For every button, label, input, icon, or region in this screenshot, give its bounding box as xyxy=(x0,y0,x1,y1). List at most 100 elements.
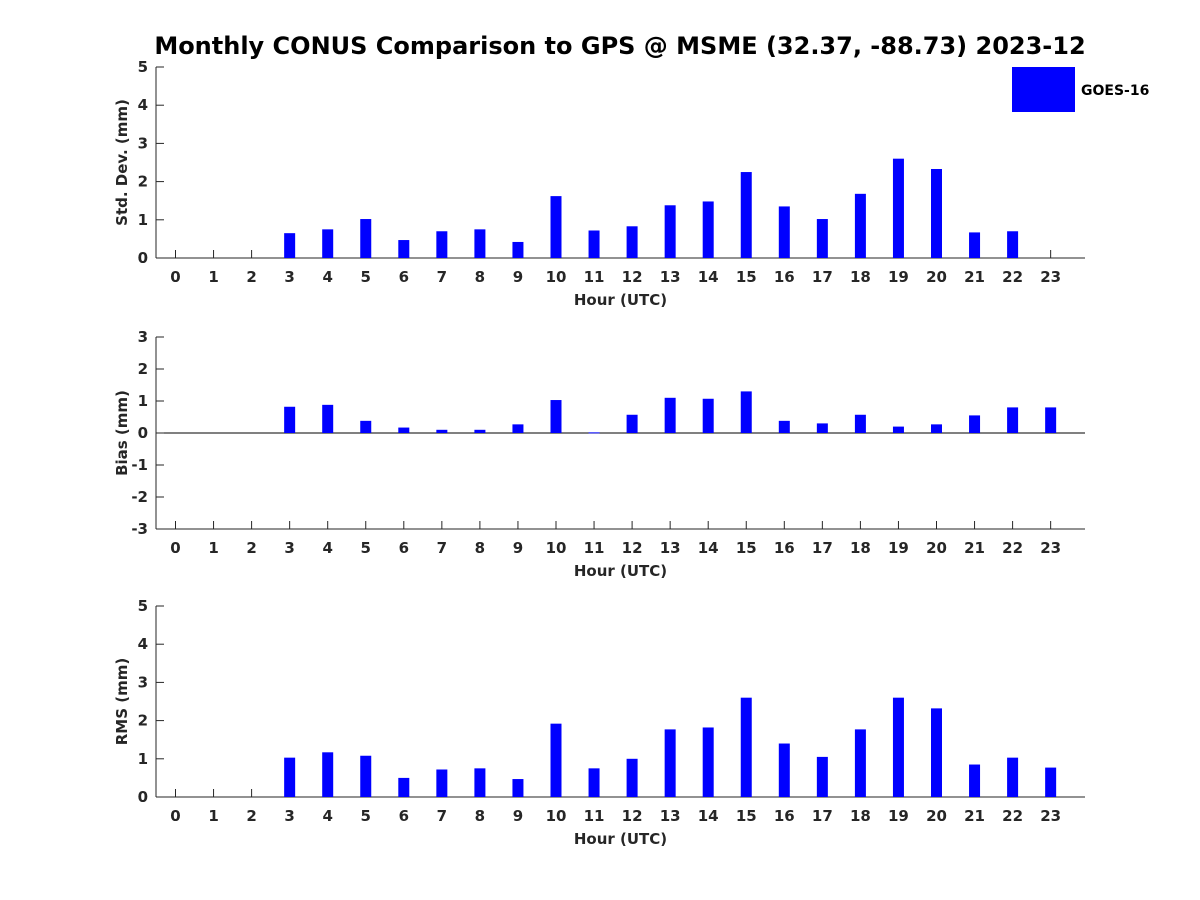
y-tick-label: 1 xyxy=(138,750,148,768)
y-tick-label: 4 xyxy=(138,635,148,653)
x-tick-label: 20 xyxy=(926,268,947,286)
x-tick-label: 2 xyxy=(246,807,256,825)
y-tick-label: 1 xyxy=(138,211,148,229)
x-tick-label: 15 xyxy=(736,268,757,286)
bar-hour-23 xyxy=(1045,767,1057,797)
bar-hour-6 xyxy=(398,777,410,797)
y-tick-label: 4 xyxy=(138,96,148,114)
bar-hour-10 xyxy=(550,196,562,258)
x-tick-label: 19 xyxy=(888,807,909,825)
x-tick-label: 10 xyxy=(546,807,567,825)
y-tick-label: 1 xyxy=(138,392,148,410)
x-tick-label: 15 xyxy=(736,539,757,557)
bar-hour-9 xyxy=(512,779,524,797)
x-tick-label: 23 xyxy=(1040,539,1061,557)
bar-hour-6 xyxy=(398,427,410,433)
x-tick-label: 5 xyxy=(361,807,371,825)
legend-label-goes-16: GOES-16 xyxy=(1081,83,1149,99)
bar-hour-17 xyxy=(816,756,828,797)
bar-hour-5 xyxy=(360,755,372,797)
bar-hour-12 xyxy=(626,226,638,258)
x-tick-label: 2 xyxy=(246,539,256,557)
x-tick-label: 0 xyxy=(170,268,180,286)
x-tick-label: 6 xyxy=(399,268,409,286)
bar-hour-19 xyxy=(892,158,904,258)
y-tick-label: 0 xyxy=(138,249,148,267)
bar-hour-21 xyxy=(969,415,981,433)
x-tick-label: 4 xyxy=(322,539,332,557)
bar-hour-13 xyxy=(664,397,676,433)
x-tick-label: 3 xyxy=(284,268,294,286)
x-tick-label: 16 xyxy=(774,539,795,557)
bar-hour-15 xyxy=(740,697,752,797)
x-tick-label: 20 xyxy=(926,539,947,557)
x-tick-label: 14 xyxy=(698,807,719,825)
bar-hour-23 xyxy=(1045,407,1057,433)
bar-hour-13 xyxy=(664,205,676,258)
bar-hour-18 xyxy=(854,193,866,258)
x-tick-label: 14 xyxy=(698,539,719,557)
y-tick-label: 2 xyxy=(138,173,148,191)
x-tick-label: 23 xyxy=(1040,268,1061,286)
bar-hour-14 xyxy=(702,727,714,797)
x-tick-label: 13 xyxy=(660,268,681,286)
y-tick-label: 3 xyxy=(138,673,148,691)
legend-swatch-goes-16 xyxy=(1012,67,1075,112)
bar-hour-11 xyxy=(588,230,600,258)
x-tick-label: 16 xyxy=(774,268,795,286)
x-tick-label: 16 xyxy=(774,807,795,825)
bar-hour-18 xyxy=(854,414,866,433)
bar-hour-7 xyxy=(436,231,448,258)
y-tick-label: 0 xyxy=(138,424,148,442)
y-tick-label: 5 xyxy=(138,58,148,76)
bar-hour-13 xyxy=(664,729,676,797)
x-tick-label: 18 xyxy=(850,539,871,557)
bar-hour-18 xyxy=(854,729,866,797)
x-tick-label: 7 xyxy=(437,268,447,286)
x-tick-label: 1 xyxy=(208,539,218,557)
bar-hour-12 xyxy=(626,758,638,797)
bar-hour-7 xyxy=(436,429,448,433)
x-tick-label: 19 xyxy=(888,539,909,557)
y-tick-label: 2 xyxy=(138,360,148,378)
x-tick-label: 18 xyxy=(850,268,871,286)
x-tick-label: 9 xyxy=(513,268,523,286)
bar-hour-19 xyxy=(892,697,904,797)
y-axis-label: Std. Dev. (mm) xyxy=(113,99,131,226)
x-tick-label: 7 xyxy=(437,807,447,825)
x-tick-label: 0 xyxy=(170,807,180,825)
bar-hour-4 xyxy=(322,404,334,433)
bar-hour-19 xyxy=(892,426,904,433)
legend: GOES-16 xyxy=(1012,67,1149,112)
x-tick-label: 0 xyxy=(170,539,180,557)
bar-hour-6 xyxy=(398,240,410,258)
x-tick-label: 13 xyxy=(660,807,681,825)
bar-hour-11 xyxy=(588,768,600,797)
x-tick-label: 9 xyxy=(513,539,523,557)
bar-hour-11 xyxy=(588,432,600,434)
y-tick-label: 2 xyxy=(138,712,148,730)
x-tick-label: 3 xyxy=(284,539,294,557)
bar-hour-3 xyxy=(284,233,296,258)
x-axis-label: Hour (UTC) xyxy=(574,562,667,580)
bar-hour-5 xyxy=(360,219,372,258)
x-tick-label: 12 xyxy=(622,268,643,286)
x-tick-label: 17 xyxy=(812,539,833,557)
bar-hour-12 xyxy=(626,414,638,433)
y-tick-label: 0 xyxy=(138,788,148,806)
x-tick-label: 6 xyxy=(399,539,409,557)
x-tick-label: 22 xyxy=(1002,539,1023,557)
bar-hour-8 xyxy=(474,429,486,433)
bar-hour-22 xyxy=(1007,407,1019,433)
y-tick-label: -1 xyxy=(131,456,148,474)
y-tick-label: -2 xyxy=(131,488,148,506)
bar-hour-17 xyxy=(816,219,828,258)
bar-hour-17 xyxy=(816,423,828,433)
bar-hour-7 xyxy=(436,769,448,797)
x-axis-label: Hour (UTC) xyxy=(574,830,667,848)
